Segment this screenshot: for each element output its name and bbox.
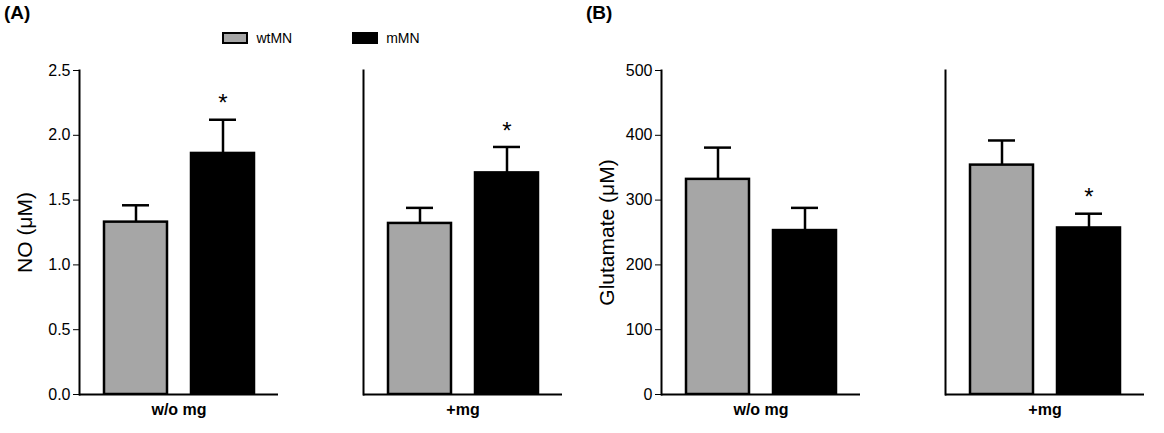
svg-text:+mg: +mg — [1028, 401, 1061, 418]
svg-text:0.5: 0.5 — [48, 321, 70, 338]
svg-text:0: 0 — [644, 386, 653, 403]
html-text:mMN: mMN — [386, 30, 420, 46]
svg-text:*: * — [218, 89, 227, 116]
svg-text:400: 400 — [626, 126, 653, 143]
svg-text:200: 200 — [626, 256, 653, 273]
svg-text:100: 100 — [626, 321, 653, 338]
svg-text:Glutamate (μM): Glutamate (μM) — [595, 159, 618, 305]
svg-text:w/o mg: w/o mg — [732, 401, 788, 418]
svg-text:NO (μM): NO (μM) — [13, 192, 36, 273]
html-text:wtMN: wtMN — [256, 30, 293, 46]
svg-text:1.0: 1.0 — [48, 256, 70, 273]
html-text:(A): (A) — [4, 2, 31, 23]
svg-text:2.0: 2.0 — [48, 126, 70, 143]
svg-text:1.5: 1.5 — [48, 191, 70, 208]
svg-text:500: 500 — [626, 62, 653, 79]
svg-text:0.0: 0.0 — [48, 386, 70, 403]
svg-text:+mg: +mg — [446, 401, 479, 418]
html-text:(B): (B) — [586, 2, 613, 23]
svg-text:*: * — [502, 117, 511, 144]
svg-text:2.5: 2.5 — [48, 62, 70, 79]
svg-text:*: * — [1084, 183, 1093, 210]
svg-text:300: 300 — [626, 191, 653, 208]
svg-text:w/o mg: w/o mg — [150, 401, 206, 418]
